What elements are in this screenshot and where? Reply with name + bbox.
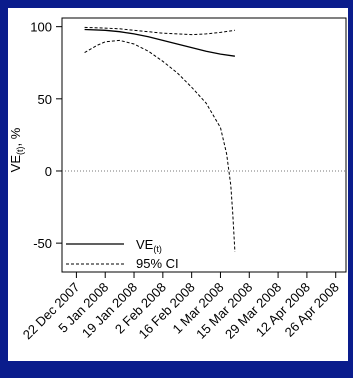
legend-item-ve: VE(t) [136,237,162,254]
ci-upper-line [84,26,235,36]
y-axis-label: VE(t), % [8,127,25,172]
y-axis-label-sub: (t) [15,146,25,155]
plot-panel [8,8,348,361]
y-tick-label: 0 [45,164,52,179]
y-axis-label-main: VE [8,155,23,173]
legend-item-ci: 95% CI [136,256,179,271]
ve-line [84,28,235,57]
y-tick-label: -50 [33,236,52,251]
y-tick-label: 100 [30,20,52,35]
legend-ve-main: VE [136,237,154,252]
series-group [84,26,236,252]
y-axis-label-suffix: , % [8,127,23,146]
legend: VE(t) 95% CI [66,237,179,271]
plot-frame [61,17,347,273]
legend-ve-sub: (t) [153,244,162,254]
y-tick-label: 50 [38,92,52,107]
y-axis: 100 50 0 -50 [30,20,62,251]
